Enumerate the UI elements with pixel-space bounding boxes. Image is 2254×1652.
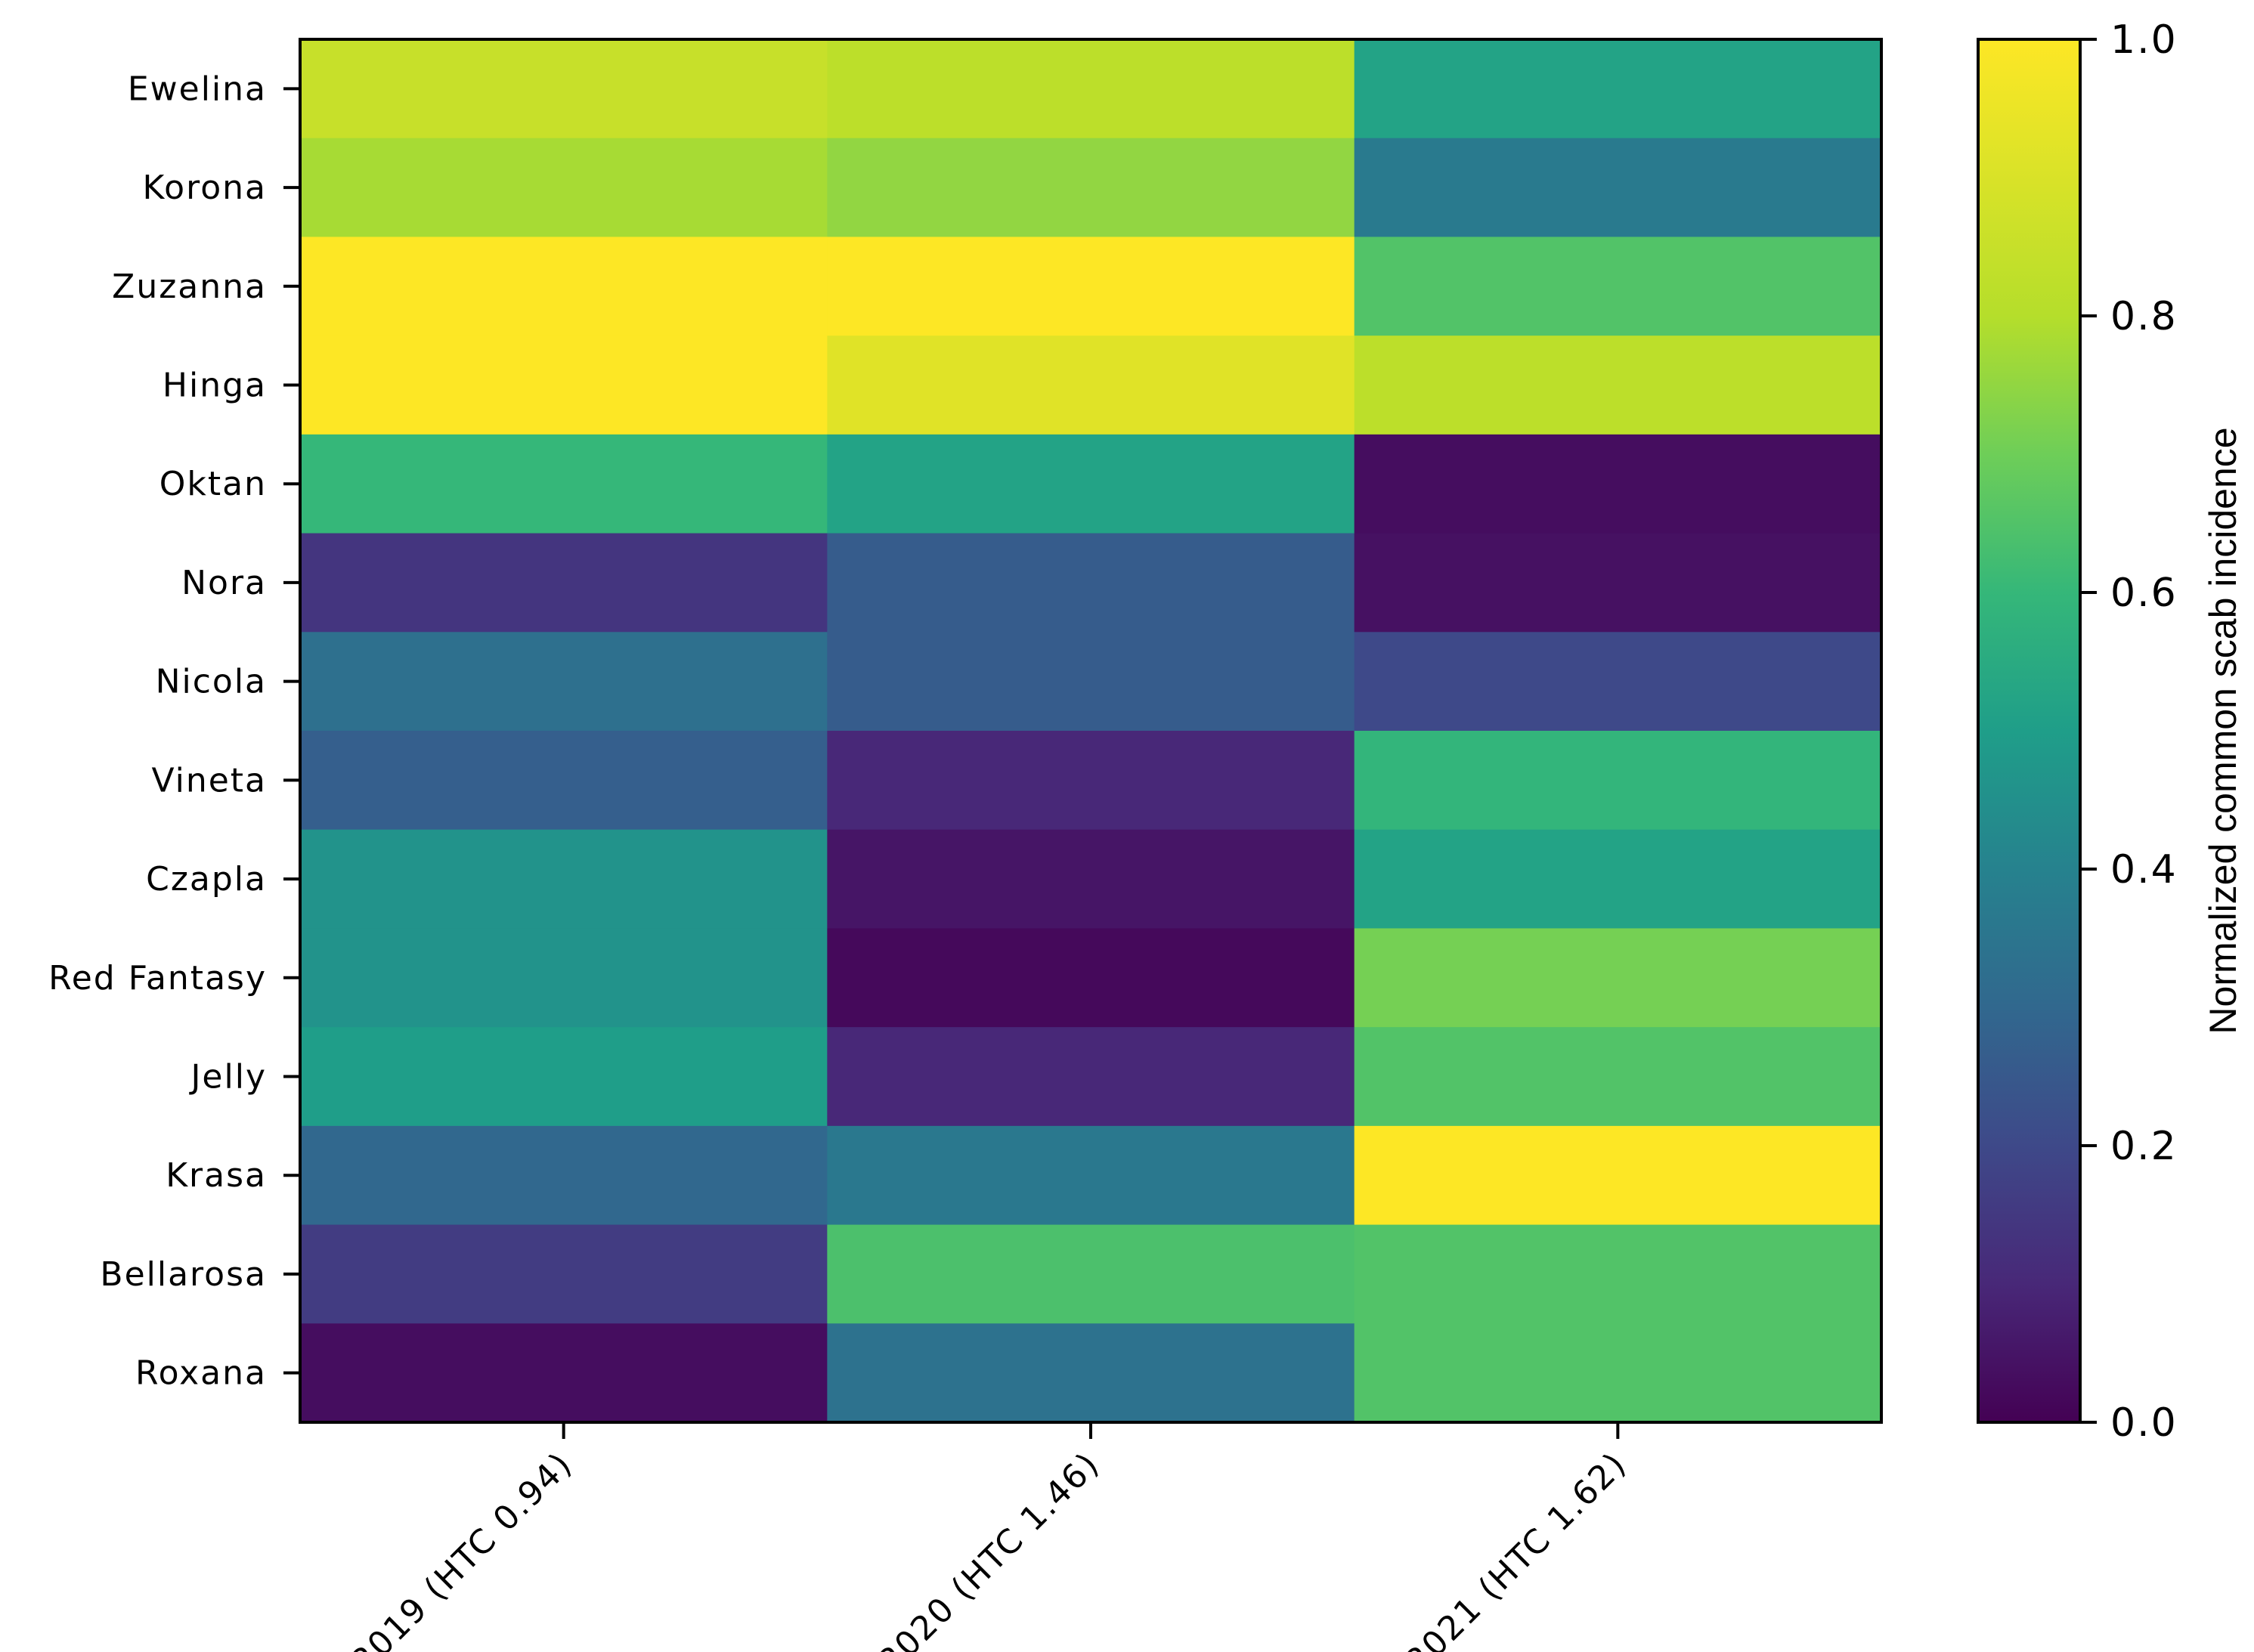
heatmap-cell — [827, 731, 1355, 831]
heatmap-cell — [827, 1224, 1355, 1324]
y-tick-label: Krasa — [166, 1156, 267, 1195]
y-tick-label: Roxana — [135, 1354, 267, 1393]
x-tick-label: 2021 (HTC 1.62) — [1398, 1445, 1634, 1652]
heatmap-cell — [300, 237, 828, 336]
heatmap-cell — [1354, 1224, 1882, 1324]
y-tick-label: Nora — [181, 564, 267, 602]
heatmap-cell — [300, 1125, 828, 1226]
x-axis: 2019 (HTC 0.94) 2020 (HTC 1.46) 2021 (HTC … — [344, 1422, 1634, 1652]
heatmap-cell — [1354, 138, 1882, 237]
colorbar-tick-label: 0.8 — [2110, 294, 2178, 339]
heatmap-cell — [300, 434, 828, 534]
y-tick-label: Oktan — [159, 465, 267, 503]
heatmap-cell — [1354, 1323, 1882, 1423]
heatmap-cell — [1354, 533, 1882, 633]
heatmap-cell — [300, 632, 828, 732]
colorbar-tick-label: 1.0 — [2110, 17, 2178, 63]
y-tick-label: Vineta — [151, 761, 267, 800]
heatmap-cell — [1354, 434, 1882, 534]
heatmap-cell — [1354, 829, 1882, 929]
heatmap-cell — [827, 632, 1355, 732]
heatmap-cell — [300, 138, 828, 237]
heatmap-cell — [1354, 632, 1882, 732]
heatmap-cell — [1354, 731, 1882, 831]
heatmap-cell — [300, 39, 828, 139]
y-tick-label: Korona — [143, 169, 267, 207]
heatmap-cell — [827, 533, 1355, 633]
heatmap-cell — [827, 1027, 1355, 1127]
x-tick-label: 2020 (HTC 1.46) — [872, 1445, 1107, 1652]
heatmap-cell — [300, 336, 828, 435]
colorbar-title: Normalized common scab incidence — [2202, 427, 2244, 1034]
heatmap-cell — [827, 928, 1355, 1028]
heatmap-cell — [300, 1224, 828, 1324]
heatmap-cell — [1354, 1125, 1882, 1226]
heatmap-cell — [827, 237, 1355, 336]
y-tick-label: Hinga — [163, 367, 267, 405]
y-tick-label: Red Fantasy — [48, 959, 267, 998]
colorbar-axis: 0.0 0.2 0.4 0.6 0.8 1.0 — [2080, 17, 2178, 1446]
y-tick-label: Nicola — [156, 663, 267, 701]
heatmap-cell — [300, 533, 828, 633]
heatmap-cell — [827, 1125, 1355, 1226]
heatmap-cell — [300, 928, 828, 1028]
colorbar-tick-label: 0.2 — [2110, 1124, 2178, 1169]
heatmap-cell — [1354, 928, 1882, 1028]
y-axis: Ewelina Korona Zuzanna Hinga Oktan Nora Nicola… — [48, 70, 300, 1393]
heatmap-cell — [1354, 1027, 1882, 1127]
heatmap-cells — [300, 39, 1882, 1423]
heatmap-cell — [827, 1323, 1355, 1423]
heatmap-cell — [827, 829, 1355, 929]
heatmap-cell — [300, 731, 828, 831]
x-tick-label: 2019 (HTC 0.94) — [344, 1445, 580, 1652]
heatmap-cell — [1354, 336, 1882, 435]
y-tick-label: Czapla — [146, 860, 267, 899]
heatmap-cell — [1354, 39, 1882, 139]
heatmap-cell — [300, 1027, 828, 1127]
y-tick-label: Jelly — [188, 1058, 267, 1097]
colorbar-tick-label: 0.6 — [2110, 571, 2178, 616]
heatmap-cell — [827, 336, 1355, 435]
y-tick-label: Zuzanna — [112, 268, 267, 306]
colorbar-frame — [1977, 38, 2082, 1424]
heatmap-cell — [300, 829, 828, 929]
colorbar-tick-label: 0.4 — [2110, 847, 2178, 893]
heatmap-cell — [827, 138, 1355, 237]
heatmap-cell — [827, 39, 1355, 139]
heatmap-cell — [827, 434, 1355, 534]
colorbar-tick-label: 0.0 — [2110, 1400, 2178, 1446]
heatmap-cell — [1354, 237, 1882, 336]
y-tick-label: Ewelina — [128, 70, 267, 108]
y-tick-label: Bellarosa — [100, 1255, 267, 1294]
heatmap-cell — [300, 1323, 828, 1423]
colorbar-gradient — [1978, 39, 2080, 1422]
